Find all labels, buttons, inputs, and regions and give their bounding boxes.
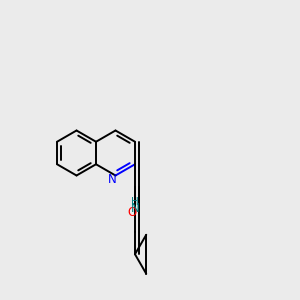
Text: N: N	[108, 173, 117, 186]
Text: H: H	[131, 197, 139, 207]
Text: O: O	[128, 206, 136, 219]
Text: N: N	[130, 202, 140, 214]
